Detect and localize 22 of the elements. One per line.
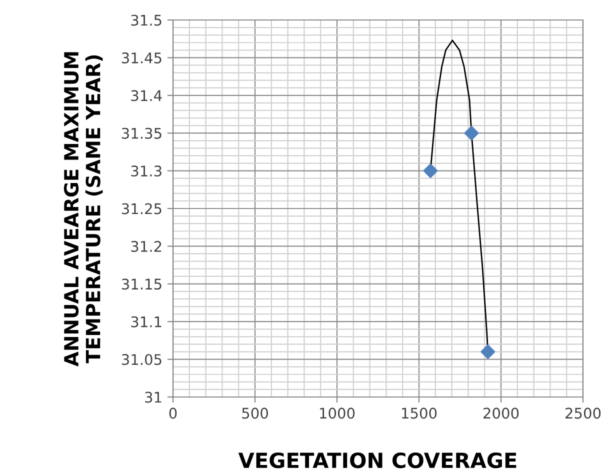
y-tick-label: 31.1 <box>131 316 162 328</box>
point <box>423 164 438 178</box>
y-tick-label: 31.15 <box>122 278 162 290</box>
y-tick-label: 31.4 <box>131 90 162 102</box>
y-tick-label: 31.45 <box>122 52 162 64</box>
x-tick-label: 0 <box>169 408 177 419</box>
y-tick-label: 31.25 <box>122 203 162 214</box>
x-tick-label: 2500 <box>566 408 601 419</box>
x-axis-title: VEGETATION COVERAGE <box>238 452 516 468</box>
y-tick-label: 31.2 <box>131 240 162 252</box>
y-tick-label: 31.35 <box>122 128 162 139</box>
x-tick-label: 1500 <box>402 408 437 419</box>
x-tick-label: 1000 <box>320 408 355 419</box>
y-axis-title: ANNUAL AVEARGE MAXIMUM TEMPERATURE (SAME YEAR) <box>64 52 103 367</box>
y-tick-label: 31.3 <box>131 166 162 177</box>
y-tick-label: 31 <box>145 392 162 403</box>
y-tick-label: 31.5 <box>131 14 162 26</box>
x-tick-label: 500 <box>242 408 268 419</box>
point <box>480 344 496 360</box>
point <box>464 126 479 140</box>
y-tick-label: 31.05 <box>122 354 162 366</box>
x-tick-label: 2000 <box>484 408 519 419</box>
